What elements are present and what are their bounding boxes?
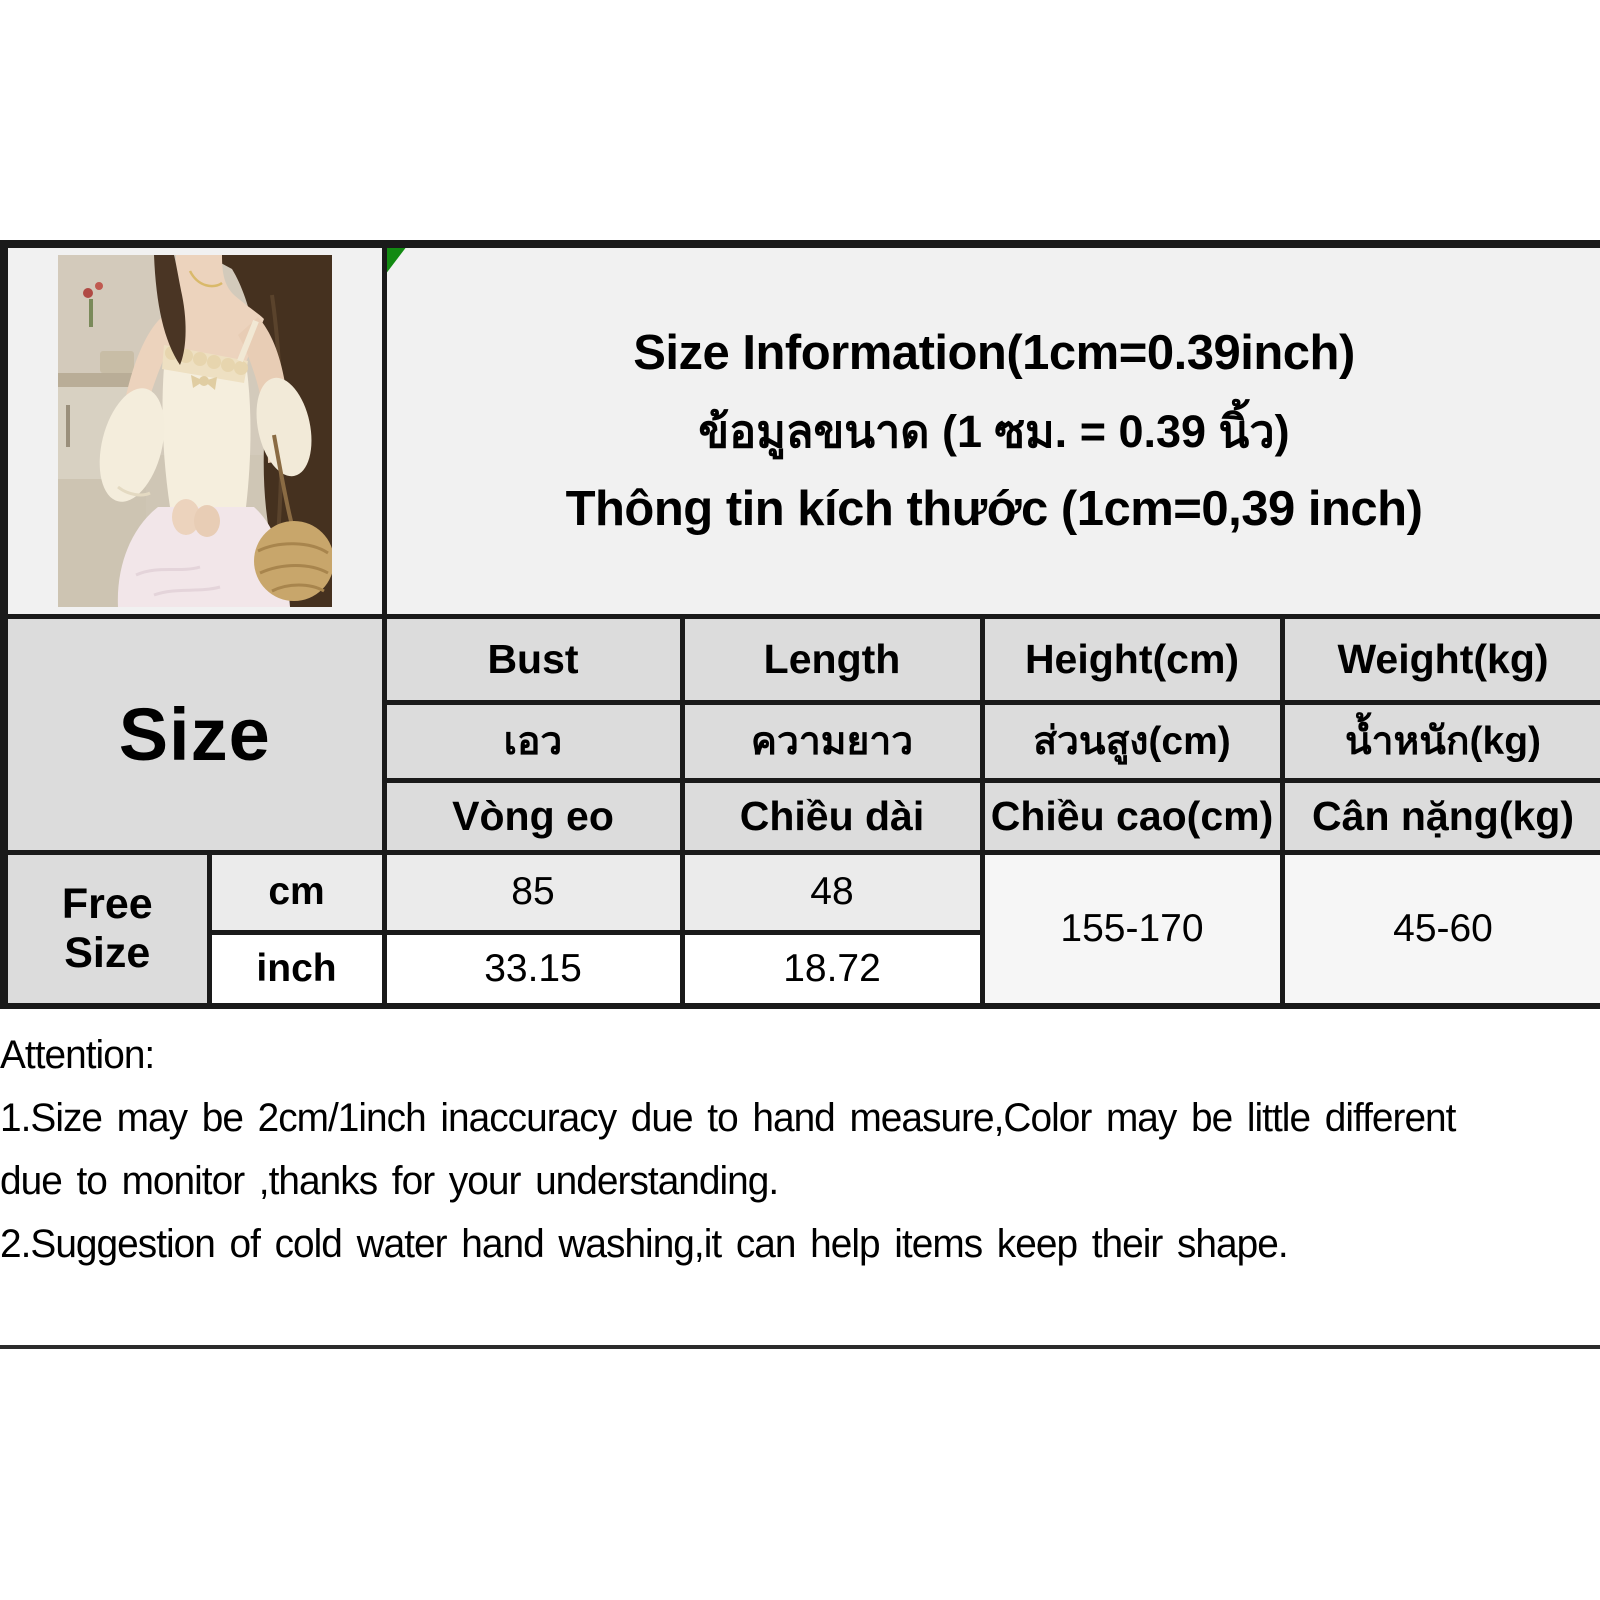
col-header-height-th: ส่วนสูง(cm) [979,699,1285,783]
col-header-weight-vi: Cân nặng(kg) [1279,777,1600,855]
unit-inch-label: inch [206,929,387,1009]
attention-section: Attention: 1.Size may be 2cm/1inch inacc… [0,1024,1552,1276]
product-photo [57,254,332,607]
product-photo-cell [1,241,387,619]
length-cm-value: 48 [679,849,985,935]
col-header-length-en: Length [679,613,985,705]
green-corner-flag [389,249,406,273]
col-header-height-en: Height(cm) [979,613,1285,705]
size-info-title-th: ข้อมูลขนาด (1 ซม. = 0.39 นิ้ว) [698,405,1290,457]
col-header-bust-th: เอว [381,699,685,783]
size-info-title-vi: Thông tin kích thước (1cm=0,39 inch) [565,481,1423,536]
attention-line-1: 1.Size may be 2cm/1inch inaccuracy due t… [0,1096,1456,1140]
col-header-bust-en: Bust [381,613,685,705]
size-corner-label: Size [1,613,387,855]
length-inch-value: 18.72 [679,929,985,1009]
col-header-length-vi: Chiều dài [679,777,985,855]
col-header-height-vi: Chiều cao(cm) [979,777,1285,855]
attention-line-3: 2.Suggestion of cold water hand washing,… [0,1222,1289,1266]
bust-cm-value: 85 [381,849,685,935]
size-table: Size Information(1cm=0.39inch) ข้อมูลขนา… [0,240,1600,1009]
unit-cm-label: cm [206,849,387,935]
size-info-title-block: Size Information(1cm=0.39inch) ข้อมูลขนา… [389,325,1599,537]
height-range-value: 155-170 [979,849,1285,1009]
col-header-weight-th: น้ำหนัก(kg) [1279,699,1600,783]
bust-inch-value: 33.15 [381,929,685,1009]
bottom-divider-line [0,1345,1600,1349]
size-info-title-en: Size Information(1cm=0.39inch) [633,325,1355,380]
attention-heading: Attention: [0,1033,155,1077]
row-label-free-size: Free Size [1,849,212,1009]
col-header-bust-vi: Vòng eo [381,777,685,855]
col-header-length-th: ความยาว [679,699,985,783]
size-info-header-cell: Size Information(1cm=0.39inch) ข้อมูลขนา… [381,241,1600,619]
weight-range-value: 45-60 [1279,849,1600,1009]
attention-line-2: due to monitor ,thanks for your understa… [0,1159,779,1203]
col-header-weight-en: Weight(kg) [1279,613,1600,705]
